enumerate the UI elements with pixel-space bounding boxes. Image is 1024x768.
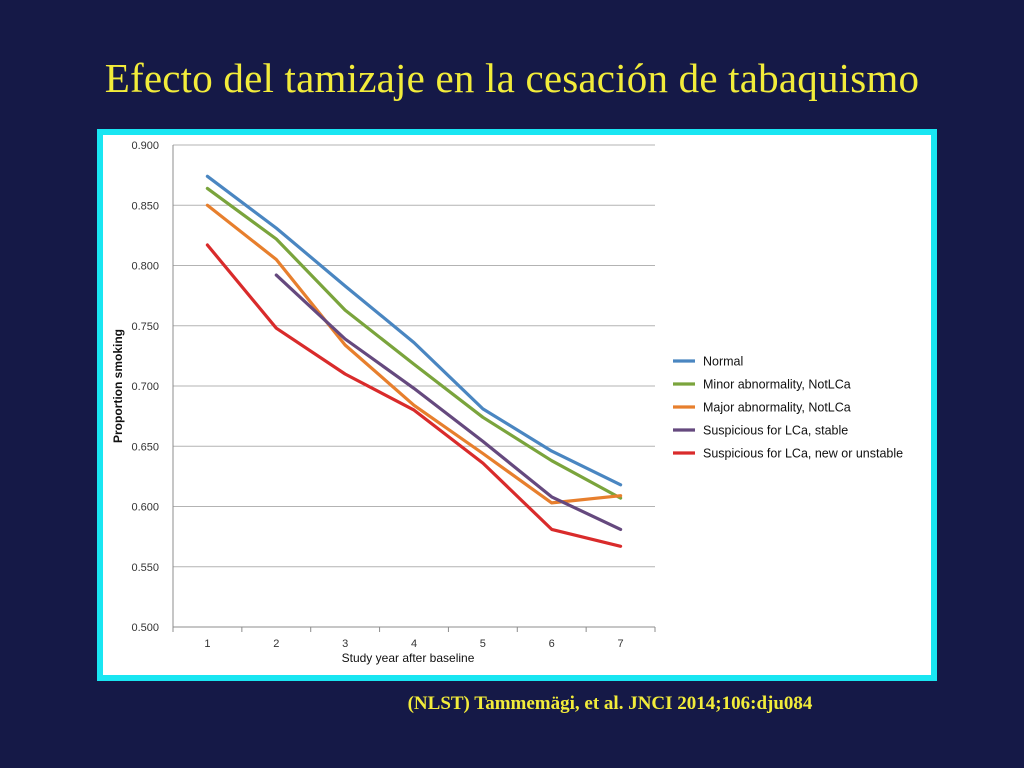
y-tick-label: 0.500 bbox=[131, 622, 159, 634]
legend-label-2: Minor abnormality, NotLCa bbox=[703, 378, 851, 392]
series-line-2 bbox=[205, 186, 623, 500]
y-tick-label: 0.900 bbox=[131, 140, 159, 152]
y-tick-label: 0.750 bbox=[131, 321, 159, 333]
y-tick-label: 0.650 bbox=[131, 441, 159, 453]
y-tick-label: 0.800 bbox=[131, 261, 159, 273]
y-tick-label: 0.550 bbox=[131, 562, 159, 574]
legend-label-4: Suspicious for LCa, stable bbox=[703, 424, 848, 438]
y-tick-label: 0.700 bbox=[131, 381, 159, 393]
x-tick-label: 2 bbox=[273, 638, 279, 650]
series-line-1 bbox=[205, 174, 623, 487]
x-tick-label: 3 bbox=[342, 638, 348, 650]
y-axis-label: Proportion smoking bbox=[111, 329, 125, 443]
x-tick-label: 6 bbox=[549, 638, 555, 650]
legend-label-1: Normal bbox=[703, 355, 743, 369]
series-line-3 bbox=[205, 203, 623, 505]
legend-label-3: Major abnormality, NotLCa bbox=[703, 401, 851, 415]
y-tick-label: 0.600 bbox=[131, 502, 159, 514]
legend-label-5: Suspicious for LCa, new or unstable bbox=[703, 447, 903, 461]
line-chart: 0.500 0.550 0.600 0.650 0.700 0.750 0.800 0.850… bbox=[111, 140, 903, 665]
y-tick-label: 0.850 bbox=[131, 200, 159, 212]
series-line-4 bbox=[274, 273, 623, 531]
x-axis-label: Study year after baseline bbox=[342, 651, 475, 665]
x-tick-label: 7 bbox=[618, 638, 624, 650]
x-tick-label: 5 bbox=[480, 638, 486, 650]
x-tick-label: 4 bbox=[411, 638, 417, 650]
x-tick-label: 1 bbox=[204, 638, 210, 650]
slide-title: Efecto del tamizaje en la cesación de ta… bbox=[104, 55, 920, 101]
chart-frame: 0.500 0.550 0.600 0.650 0.700 0.750 0.800 0.850… bbox=[97, 129, 937, 681]
citation: (NLST) Tammemägi, et al. JNCI 2014;106:d… bbox=[407, 693, 813, 714]
series-line-5 bbox=[205, 243, 623, 548]
